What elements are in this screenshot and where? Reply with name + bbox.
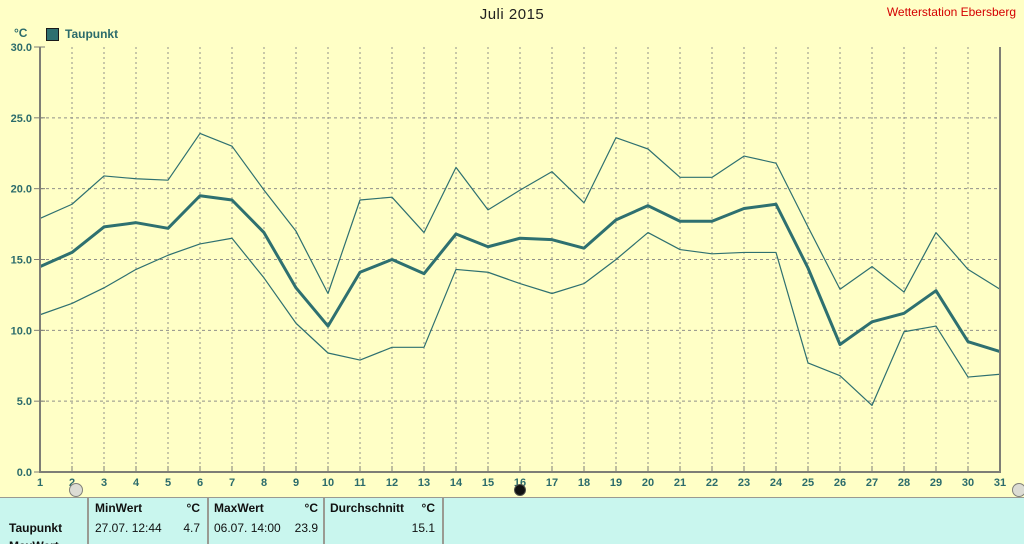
- durchschnitt-value: 15.1: [385, 521, 435, 535]
- y-tick-label: 25.0: [11, 113, 32, 125]
- table-header-maxwert-unit: °C: [288, 501, 318, 515]
- x-day-label: 30: [962, 477, 974, 489]
- x-day-label: 4: [133, 477, 140, 489]
- x-day-label: 3: [101, 477, 107, 489]
- maxwert-value: 23.9: [288, 521, 318, 535]
- y-tick-label: 5.0: [17, 396, 32, 408]
- minwert-datetime: 27.07. 12:44: [95, 521, 162, 535]
- full-moon-icon: [70, 484, 83, 497]
- full-moon-icon: [1013, 484, 1024, 497]
- x-day-label: 25: [802, 477, 814, 489]
- table-header-durchschnitt-unit: °C: [405, 501, 435, 515]
- new-moon-icon: [515, 485, 526, 496]
- x-day-label: 7: [229, 477, 235, 489]
- table-column-separator: [207, 498, 209, 544]
- x-day-label: 28: [898, 477, 910, 489]
- x-day-label: 14: [450, 477, 463, 489]
- x-day-label: 27: [866, 477, 878, 489]
- y-tick-label: 0.0: [17, 467, 32, 479]
- table-row-label: Taupunkt: [9, 521, 62, 535]
- table-column-separator: [442, 498, 444, 544]
- table-column-separator: [323, 498, 325, 544]
- x-day-label: 8: [261, 477, 267, 489]
- table-next-row-partial: MaxWert: [9, 539, 59, 544]
- x-day-label: 5: [165, 477, 171, 489]
- y-tick-label: 15.0: [11, 255, 32, 267]
- x-day-label: 18: [578, 477, 590, 489]
- x-day-label: 31: [994, 477, 1006, 489]
- minwert-value: 4.7: [170, 521, 200, 535]
- table-header-durchschnitt: Durchschnitt: [330, 501, 404, 515]
- statistics-table: MinWert °C MaxWert °C Durchschnitt °C Ta…: [0, 497, 1024, 544]
- x-day-label: 12: [386, 477, 398, 489]
- table-header-maxwert: MaxWert: [214, 501, 264, 515]
- x-day-label: 6: [197, 477, 203, 489]
- x-day-label: 20: [642, 477, 654, 489]
- x-day-label: 19: [610, 477, 622, 489]
- y-tick-label: 30.0: [11, 42, 32, 54]
- x-day-label: 10: [322, 477, 334, 489]
- x-day-label: 22: [706, 477, 718, 489]
- table-header-minwert: MinWert: [95, 501, 142, 515]
- x-day-label: 21: [674, 477, 686, 489]
- x-day-label: 11: [354, 477, 366, 489]
- x-day-label: 24: [770, 477, 783, 489]
- x-day-label: 17: [546, 477, 558, 489]
- x-day-label: 15: [482, 477, 494, 489]
- table-header-minwert-unit: °C: [170, 501, 200, 515]
- x-day-label: 9: [293, 477, 299, 489]
- y-tick-label: 10.0: [11, 325, 32, 337]
- x-day-label: 23: [738, 477, 750, 489]
- x-day-label: 1: [37, 477, 43, 489]
- maxwert-datetime: 06.07. 14:00: [214, 521, 281, 535]
- x-day-label: 13: [418, 477, 430, 489]
- x-day-label: 26: [834, 477, 846, 489]
- x-day-label: 29: [930, 477, 942, 489]
- table-column-separator: [87, 498, 89, 544]
- y-tick-label: 20.0: [11, 184, 32, 196]
